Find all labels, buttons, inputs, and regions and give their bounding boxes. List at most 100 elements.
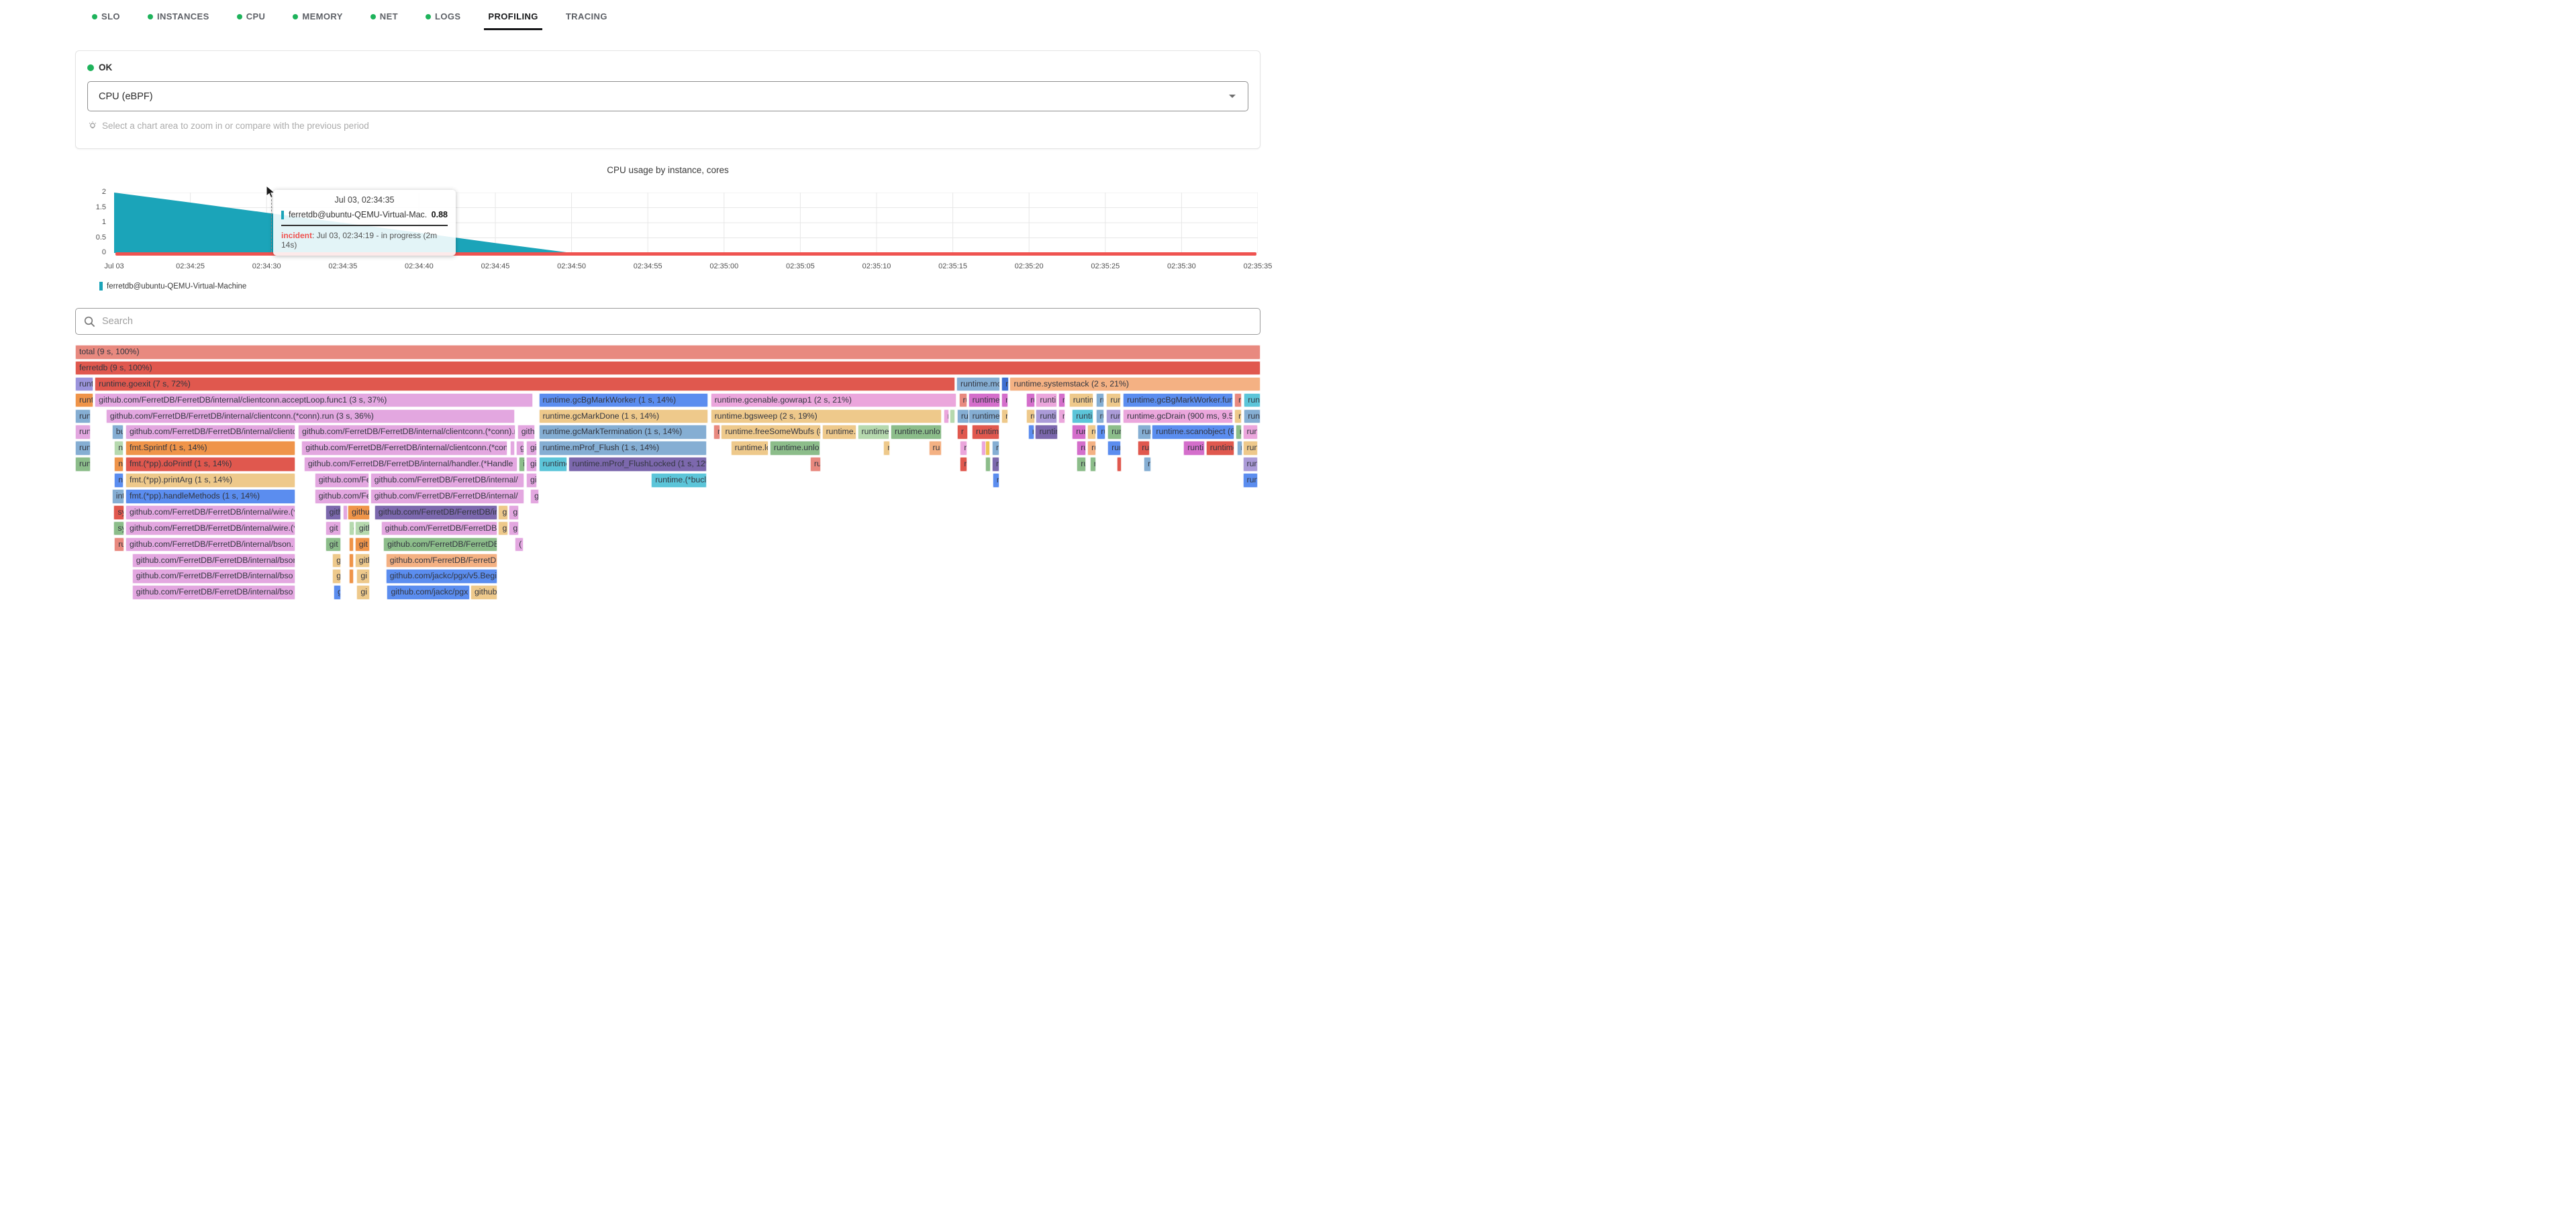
flame-segment[interactable]: runtime.systemstack (2 s, 21%) xyxy=(1009,376,1260,392)
flame-segment[interactable]: r xyxy=(1236,441,1242,456)
flame-segment[interactable]: g xyxy=(343,505,348,520)
tab-tracing[interactable]: TRACING xyxy=(566,6,607,27)
flame-segment[interactable]: gi xyxy=(356,569,370,584)
flame-segment[interactable]: r xyxy=(960,441,967,456)
flame-segment[interactable]: r xyxy=(992,457,999,472)
flame-segment[interactable]: runtime.goexit (7 s, 72%) xyxy=(95,376,956,392)
flame-segment[interactable]: runtime. xyxy=(968,392,1001,408)
flame-segment[interactable]: runtim xyxy=(1069,392,1093,408)
flame-segment[interactable]: ferretdb (9 s, 100%) xyxy=(75,360,1260,376)
flame-segment[interactable]: r xyxy=(960,457,967,472)
flame-segment[interactable]: ru xyxy=(1097,425,1105,440)
flame-segment[interactable]: runtime.unloc xyxy=(769,441,820,456)
flame-segment[interactable]: github.com/FerretDB/FerretDB/internal/bs… xyxy=(132,585,296,600)
flame-segment[interactable]: gi xyxy=(498,505,508,520)
flame-segment[interactable]: total (9 s, 100%) xyxy=(75,345,1260,360)
flame-segment[interactable]: r xyxy=(883,441,891,456)
flame-segment[interactable]: runt xyxy=(75,392,94,408)
flame-segment[interactable]: ru xyxy=(958,392,967,408)
flame-segment[interactable]: ru xyxy=(956,409,969,424)
flame-segment[interactable]: ru xyxy=(1026,409,1035,424)
flame-segment[interactable]: gith xyxy=(354,521,370,536)
flame-segment[interactable]: r xyxy=(1235,425,1242,440)
flame-segment[interactable]: g xyxy=(510,441,515,456)
flame-segment[interactable]: github.com/FerretDB/FerretDB xyxy=(383,537,497,552)
flame-segment[interactable]: ru xyxy=(1058,409,1066,424)
flame-segment[interactable]: r xyxy=(943,409,949,424)
flame-segment[interactable]: run xyxy=(1107,441,1121,456)
flame-segment[interactable]: run xyxy=(1106,409,1121,424)
flame-segment[interactable]: github.com/FerretDB/FerretDB/internal/ xyxy=(370,489,525,504)
flame-segment[interactable]: r xyxy=(950,409,956,424)
legend-item[interactable]: ferretdb@ubuntu-QEMU-Virtual-Machine xyxy=(99,282,246,291)
flame-segment[interactable]: github xyxy=(470,585,497,600)
flame-segment[interactable]: r xyxy=(1234,392,1242,408)
flame-segment[interactable]: runtime.(*bucl xyxy=(651,473,707,488)
flame-segment[interactable]: run xyxy=(1072,425,1087,440)
tab-profiling[interactable]: PROFILING xyxy=(484,6,543,30)
flame-segment[interactable]: ne xyxy=(114,457,123,472)
flame-segment[interactable]: int xyxy=(111,489,125,504)
flame-segment[interactable]: runt xyxy=(75,425,91,440)
flame-segment[interactable]: git xyxy=(526,473,537,488)
flame-segment[interactable]: run xyxy=(1138,425,1151,440)
flame-segment[interactable]: ne xyxy=(114,473,123,488)
flame-segment[interactable]: runtim xyxy=(1072,409,1093,424)
flame-segment[interactable]: ( xyxy=(348,569,354,584)
flame-segment[interactable]: github.com/FerretDB/FerretDB/internal/cl… xyxy=(298,425,516,440)
flame-segment[interactable]: github.com/FerretDB/FerretDB/internal/cl… xyxy=(95,392,533,408)
flame-segment[interactable]: github.com/FerretDB/FerretDB/internal/wi… xyxy=(126,521,296,536)
tab-net[interactable]: NET xyxy=(370,6,398,27)
flame-segment[interactable]: runtime xyxy=(538,457,567,472)
flame-segment[interactable]: fmt.Sprintf (1 s, 14%) xyxy=(126,441,296,456)
flame-segment[interactable]: r xyxy=(1144,457,1151,472)
flame-segment[interactable]: runt xyxy=(75,376,94,392)
flame-segment[interactable]: runt xyxy=(75,441,91,456)
flame-segment[interactable]: rur xyxy=(114,537,125,552)
flame-segment[interactable]: git xyxy=(354,537,370,552)
flame-segment[interactable]: git xyxy=(515,441,525,456)
flame-segment[interactable]: r xyxy=(1028,425,1034,440)
flame-segment[interactable]: r xyxy=(1089,457,1096,472)
flame-segment[interactable]: sys xyxy=(113,521,125,536)
flame-segment[interactable]: runtime.gcBgMarkWorker.func xyxy=(1123,392,1234,408)
flame-segment[interactable]: runtime.scanobject (6 xyxy=(1152,425,1235,440)
flame-segment[interactable]: ru xyxy=(1095,392,1104,408)
flame-segment[interactable]: github.com/FerretDB/FerretDB/in xyxy=(374,505,497,520)
flame-segment[interactable]: i xyxy=(519,457,526,472)
flame-segment[interactable]: bu xyxy=(111,425,124,440)
flame-segment[interactable]: git xyxy=(325,521,341,536)
flame-segment[interactable]: ru xyxy=(1026,392,1035,408)
flame-segment[interactable]: run xyxy=(1242,457,1258,472)
flame-segment[interactable]: github.com/jackc/pgx/v5.Begi xyxy=(385,569,497,584)
flame-segment[interactable]: runtir xyxy=(1036,392,1058,408)
flame-segment[interactable]: r xyxy=(992,441,999,456)
flame-segment[interactable]: ( xyxy=(348,521,354,536)
flame-segment[interactable]: gi xyxy=(332,553,342,568)
tab-logs[interactable]: LOGS xyxy=(425,6,460,27)
flame-segment[interactable]: runtir xyxy=(1035,425,1058,440)
flame-segment[interactable]: runtime.mProf_FlushLocked (1 s, 12% xyxy=(568,457,707,472)
flame-segment[interactable]: runtime.bgsweep (2 s, 19%) xyxy=(710,409,942,424)
flame-segment[interactable]: github.com/FerretDB/FerretDB/internal/ xyxy=(370,473,525,488)
flame-segment[interactable]: runtime.unlo xyxy=(891,425,942,440)
flame-segment[interactable]: runtime xyxy=(1205,441,1235,456)
flame-segment[interactable]: fmt.(*pp).handleMethods (1 s, 14%) xyxy=(126,489,296,504)
flame-segment[interactable]: github.com/FerretDB/FerretDB xyxy=(385,553,497,568)
profile-type-select[interactable]: CPU (eBPF) xyxy=(87,81,1248,111)
flame-segment[interactable]: runtim xyxy=(971,425,999,440)
flame-segment[interactable]: runtir xyxy=(1183,441,1205,456)
flame-segment[interactable]: r xyxy=(1001,376,1009,392)
flame-segment[interactable]: ru xyxy=(1087,425,1096,440)
flame-segment[interactable]: github.com/FerretDB/FerretDB/internal/cl… xyxy=(105,409,515,424)
flame-segment[interactable]: ( xyxy=(515,537,524,552)
flame-segment[interactable]: run xyxy=(1242,473,1258,488)
flame-segment[interactable]: github.com/Fe xyxy=(314,489,369,504)
flame-segment[interactable]: runtime. xyxy=(968,409,1001,424)
flame-segment[interactable]: runtime.mc xyxy=(956,376,1001,392)
flame-segment[interactable]: ru xyxy=(1077,441,1087,456)
flame-segment[interactable]: runtime.gcenable.gowrap1 (2 s, 21%) xyxy=(710,392,956,408)
flame-segment[interactable]: github.com/FerretDB/FerretDB/internal/bs… xyxy=(132,553,296,568)
flame-segment[interactable]: runtime.gcMarkDone (1 s, 14%) xyxy=(538,409,709,424)
flame-segment[interactable]: g xyxy=(509,521,519,536)
